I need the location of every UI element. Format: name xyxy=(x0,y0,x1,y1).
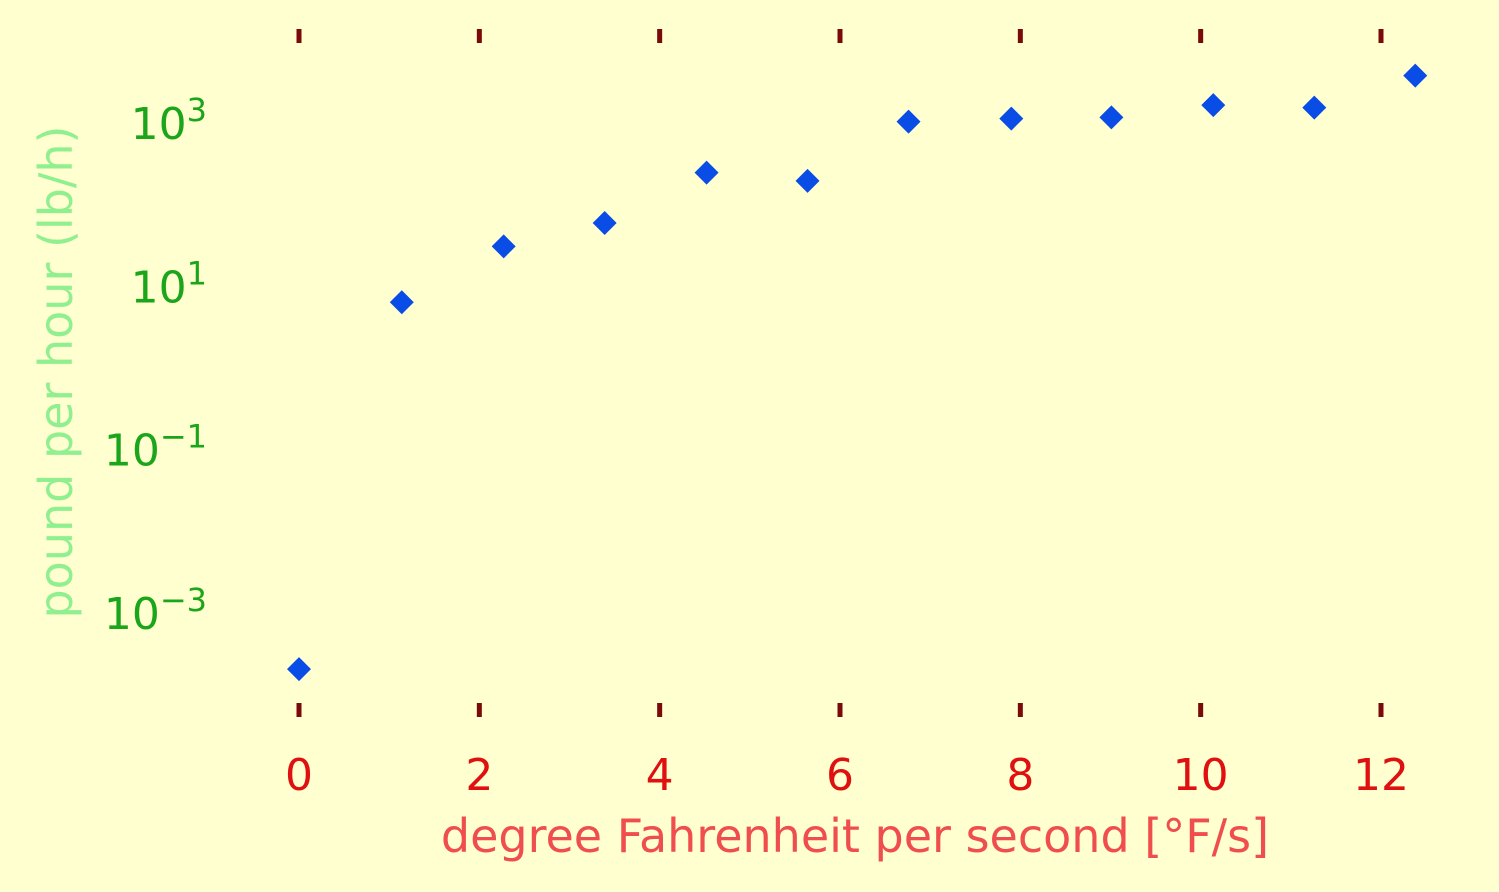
x-tick-labels: 0 2 4 6 8 10 12 xyxy=(285,750,1409,801)
bottom-tick-mark-0 xyxy=(296,703,302,717)
top-tick-mark-2 xyxy=(657,29,663,43)
y-tick-label-3: 10−3 xyxy=(104,581,207,640)
bottom-tick-mark-4 xyxy=(1017,703,1023,717)
data-point-8 xyxy=(1099,105,1124,130)
y-tick-label-2: 10−1 xyxy=(104,418,207,477)
x-tick-label-6: 12 xyxy=(1353,750,1409,801)
x-tick-label-1: 2 xyxy=(465,750,493,801)
data-point-9 xyxy=(1201,93,1226,118)
bottom-tick-marks xyxy=(296,703,1384,717)
top-tick-mark-4 xyxy=(1017,29,1023,43)
data-point-1 xyxy=(389,290,414,315)
top-tick-mark-1 xyxy=(476,29,482,43)
top-tick-mark-5 xyxy=(1198,29,1204,43)
x-tick-label-0: 0 xyxy=(285,750,313,801)
x-tick-label-5: 10 xyxy=(1173,750,1229,801)
top-tick-mark-6 xyxy=(1378,29,1384,43)
data-points xyxy=(287,63,1428,682)
y-tick-label-0: 103 xyxy=(131,91,207,150)
y-tick-labels: 103 101 10−1 10−3 xyxy=(104,91,207,640)
y-tick-label-1: 101 xyxy=(131,254,207,313)
data-point-5 xyxy=(795,168,820,193)
top-tick-mark-0 xyxy=(296,29,302,43)
x-axis-label: degree Fahrenheit per second [°F/s] xyxy=(441,809,1269,863)
bottom-tick-mark-1 xyxy=(476,703,482,717)
data-point-3 xyxy=(592,210,617,235)
data-point-4 xyxy=(694,160,719,185)
x-tick-label-3: 6 xyxy=(826,750,854,801)
bottom-tick-mark-5 xyxy=(1198,703,1204,717)
data-point-10 xyxy=(1302,95,1327,120)
bottom-tick-mark-2 xyxy=(657,703,663,717)
x-tick-label-4: 8 xyxy=(1006,750,1034,801)
bottom-tick-mark-3 xyxy=(837,703,843,717)
data-point-11 xyxy=(1403,63,1428,88)
top-tick-marks xyxy=(296,29,1384,43)
x-tick-label-2: 4 xyxy=(646,750,674,801)
top-tick-mark-3 xyxy=(837,29,843,43)
bottom-tick-mark-6 xyxy=(1378,703,1384,717)
y-axis-label: pound per hour (lb/h) xyxy=(29,125,83,618)
data-point-0 xyxy=(287,657,311,682)
data-point-2 xyxy=(491,234,516,259)
data-point-6 xyxy=(896,109,921,134)
data-point-7 xyxy=(999,106,1024,131)
